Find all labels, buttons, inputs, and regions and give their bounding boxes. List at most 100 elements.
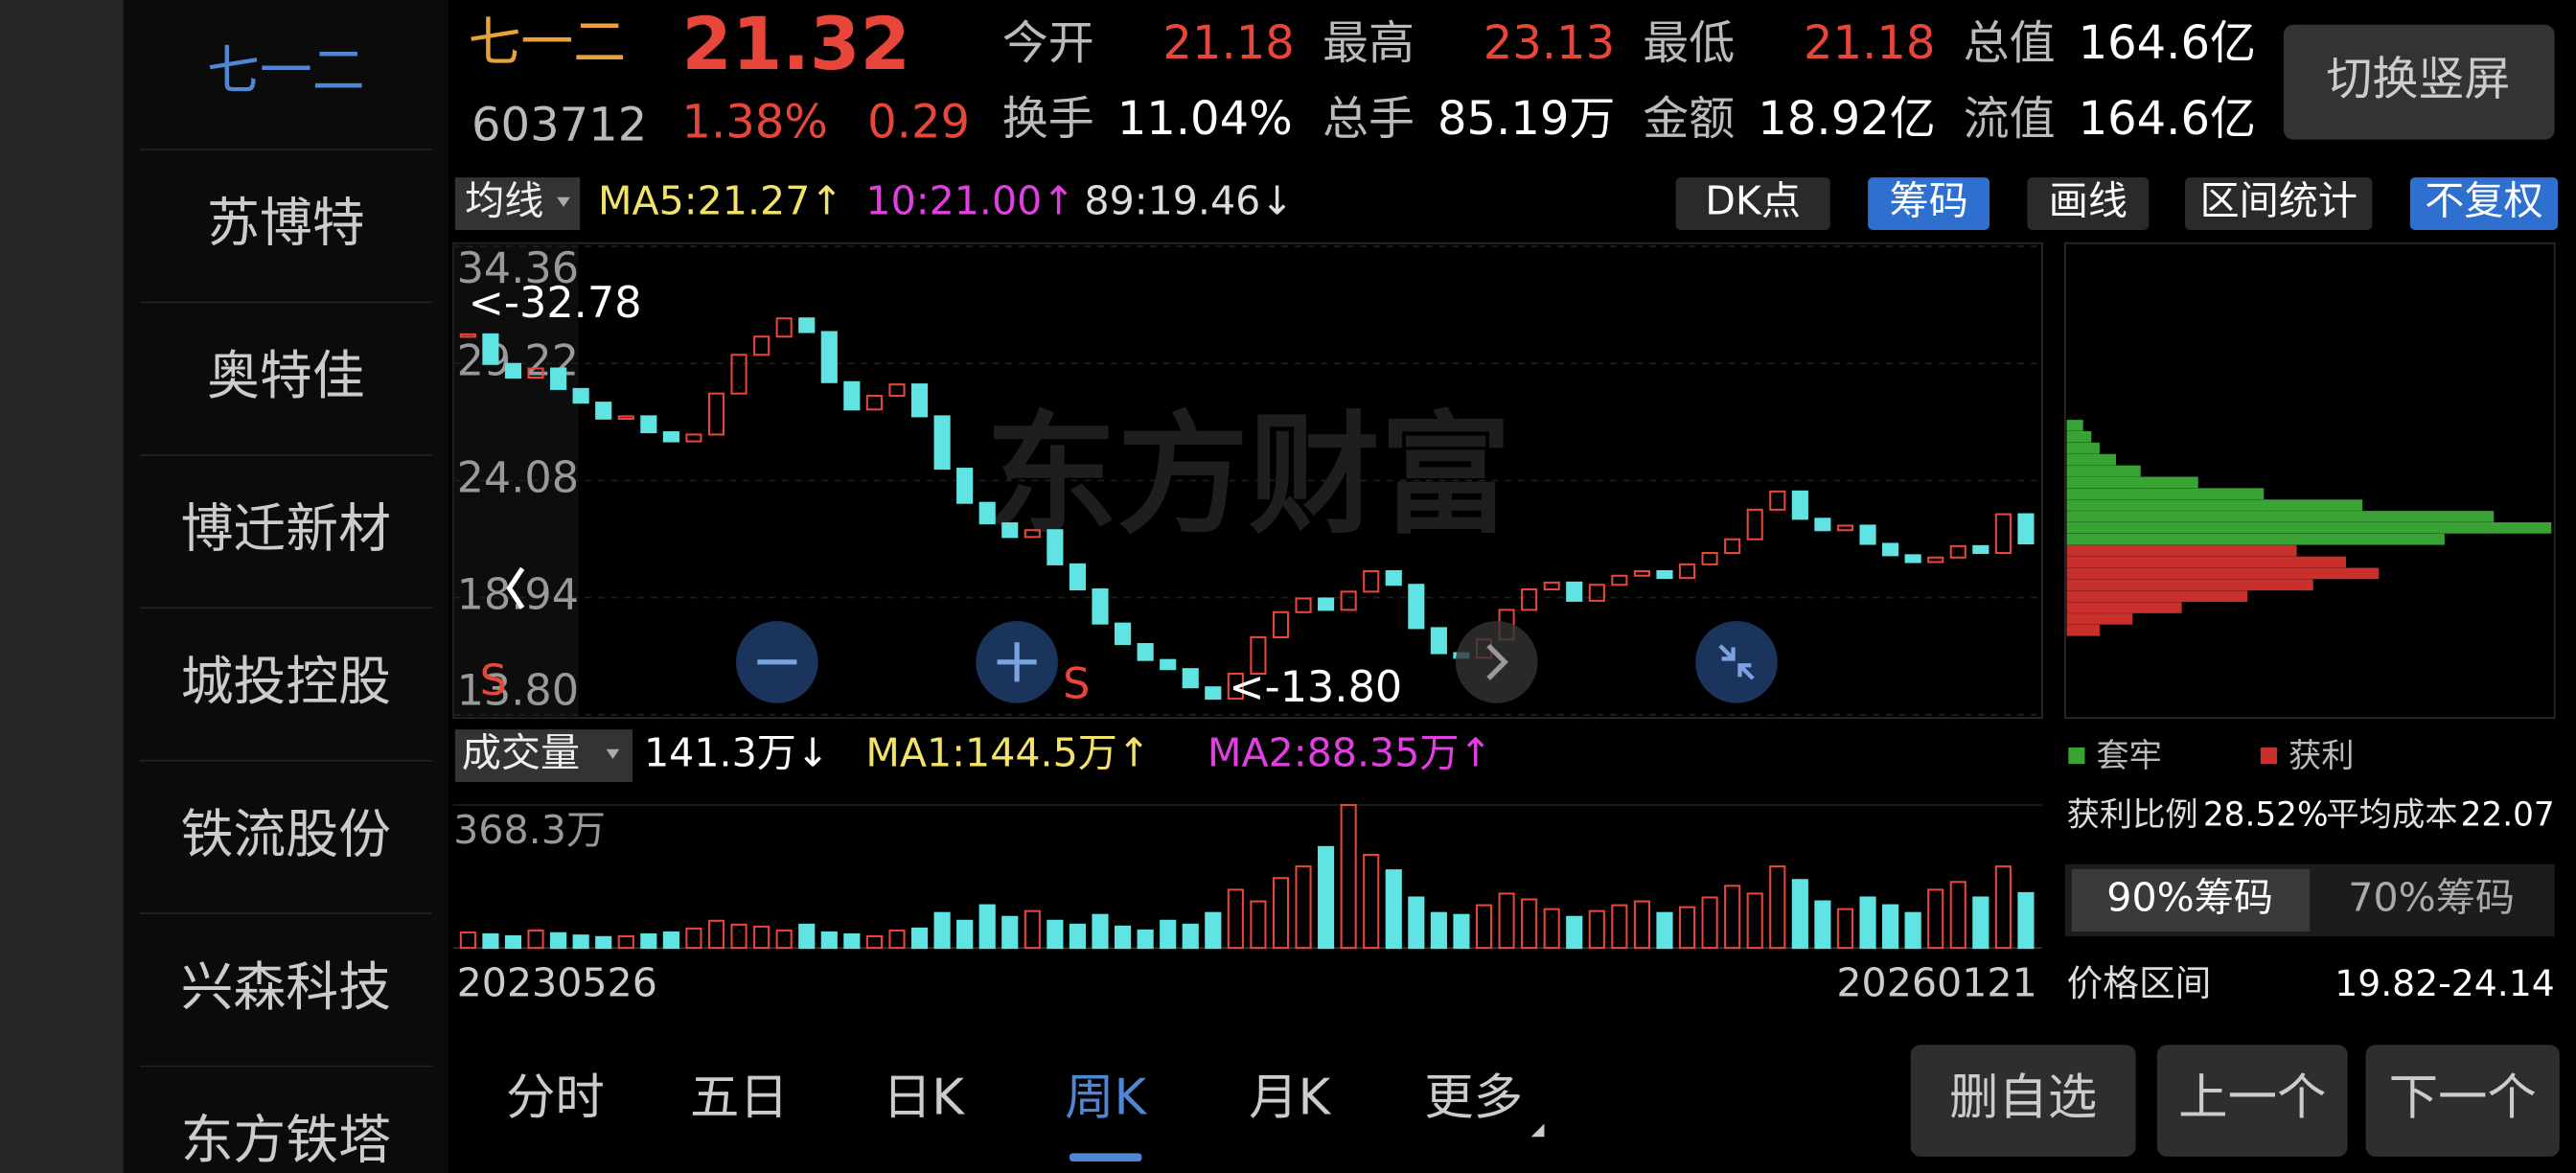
- volume-bar: [1069, 923, 1087, 950]
- tool-button[interactable]: [2409, 177, 2559, 230]
- volume-bar: [1611, 904, 1628, 950]
- period-tab[interactable]: 周K: [1065, 1070, 1147, 1127]
- more-arrow: [1530, 1123, 1545, 1138]
- tool-button-label[interactable]: 区间统计: [2199, 178, 2358, 224]
- period-tab[interactable]: 更多: [1424, 1070, 1523, 1127]
- period-tab[interactable]: 分时: [506, 1070, 605, 1127]
- watchlist-item[interactable]: 东方铁塔: [181, 1109, 391, 1170]
- tool-button-label[interactable]: 筹码: [1889, 178, 1967, 224]
- stock-code: 603712: [472, 99, 647, 152]
- sidebar: [123, 0, 449, 1173]
- candle: [685, 433, 702, 443]
- ma-select-label: 均线: [465, 178, 543, 224]
- candle: [753, 335, 770, 356]
- bottom-buttons: 删自选 上一个 下一个: [1910, 1045, 2560, 1157]
- volume-select[interactable]: [454, 729, 632, 782]
- start-date: 20230526: [457, 960, 657, 1006]
- candle: [504, 362, 522, 380]
- change: 0.29: [867, 95, 970, 149]
- candle: [527, 367, 544, 380]
- legend-label: 获利: [2288, 737, 2355, 775]
- watchlist-item[interactable]: 兴森科技: [181, 956, 391, 1018]
- end-date: 20260121: [1836, 960, 2036, 1006]
- button-label[interactable]: 上一个: [2178, 1070, 2326, 1127]
- tool-button[interactable]: [1675, 177, 1830, 230]
- button-label[interactable]: 下一个: [2389, 1070, 2537, 1127]
- y-tick-label: 368.3万: [453, 807, 606, 853]
- stat-value: 23.13: [1484, 16, 1615, 70]
- period-tabs: 分时 五日 日K 周K 月K 更多: [506, 1070, 1545, 1162]
- candle: [1769, 490, 1786, 511]
- watchlist-item[interactable]: 奥特佳: [207, 345, 365, 406]
- next[interactable]: [1455, 621, 1538, 703]
- volume-bar: [595, 935, 612, 950]
- chip-frame: [2064, 242, 2556, 719]
- volume-bar: [662, 931, 679, 950]
- shrink[interactable]: [1695, 621, 1778, 703]
- button[interactable]: [2156, 1045, 2348, 1157]
- candle: [1046, 529, 1064, 565]
- tool-button-label[interactable]: 不复权: [2425, 178, 2542, 224]
- button[interactable]: [1910, 1045, 2136, 1157]
- volume-bar: [482, 932, 499, 950]
- volume-bar: [1949, 881, 1966, 950]
- stat-value: 21.18: [1804, 16, 1935, 70]
- candle: [910, 383, 929, 418]
- candle: [1904, 554, 1921, 564]
- watchlist-item[interactable]: 七一二: [207, 39, 365, 101]
- tool-button-label[interactable]: DK点: [1705, 178, 1801, 224]
- button-label[interactable]: 删自选: [1949, 1070, 2097, 1127]
- volume-bar: [685, 927, 702, 950]
- stat-label: 今开: [1002, 16, 1094, 70]
- candle: [1972, 544, 1990, 555]
- button[interactable]: [2365, 1045, 2560, 1157]
- watchlist-item[interactable]: 苏博特: [207, 193, 365, 254]
- volume-bar: [978, 904, 996, 950]
- candle: [459, 333, 476, 338]
- volume-current: 141.3万↓: [644, 730, 829, 776]
- volume-bar: [1250, 900, 1267, 950]
- volume-bar: [1408, 896, 1425, 950]
- candle: [775, 317, 793, 338]
- volume-bar: [1724, 885, 1741, 950]
- volume-bar: [775, 929, 793, 950]
- ma-select[interactable]: [454, 177, 581, 230]
- watchlist-item[interactable]: 城投控股: [181, 651, 391, 712]
- watchlist-item[interactable]: 博迁新材: [181, 498, 391, 560]
- icon: [1486, 643, 1508, 680]
- stat-label: 换手: [1002, 92, 1094, 146]
- volume-bar: [1475, 904, 1493, 950]
- candle: [1250, 635, 1267, 675]
- volume-bar: [1295, 865, 1312, 950]
- tool-button-label[interactable]: 画线: [2049, 178, 2128, 224]
- volume-bar: [1272, 877, 1290, 950]
- period-tab[interactable]: 月K: [1249, 1070, 1331, 1127]
- candle: [956, 468, 974, 504]
- watermark: 东方财富: [986, 400, 1512, 552]
- tool-button[interactable]: [2185, 177, 2373, 230]
- candle: [1836, 524, 1854, 532]
- watchlist-item[interactable]: 铁流股份: [181, 803, 391, 864]
- chip-bar: [2066, 499, 2363, 511]
- change-pct: 1.38%: [681, 95, 827, 149]
- chip-bars: [2066, 420, 2552, 636]
- ma5: MA5:21.27↑: [598, 178, 843, 224]
- candle: [1272, 610, 1290, 638]
- chip-tab[interactable]: 90%筹码: [2106, 874, 2273, 920]
- volume-bar: [1385, 869, 1402, 950]
- period-tab[interactable]: 五日: [690, 1070, 789, 1127]
- volume-bar: [1882, 904, 1899, 950]
- volume-bar: [1746, 892, 1763, 950]
- period-tab[interactable]: 日K: [883, 1070, 965, 1127]
- chip-bar: [2066, 579, 2313, 591]
- scroll-left[interactable]: [506, 566, 525, 610]
- high-annotation: <-32.78: [469, 278, 642, 328]
- chip-tab[interactable]: 70%筹码: [2348, 874, 2515, 920]
- volume-bar: [527, 929, 544, 950]
- tool-button[interactable]: [1868, 177, 1990, 230]
- chip-bar: [2066, 567, 2380, 580]
- rotate-button[interactable]: [2283, 24, 2555, 140]
- tool-button[interactable]: [2027, 177, 2150, 230]
- chip-tab-active[interactable]: [2071, 868, 2311, 932]
